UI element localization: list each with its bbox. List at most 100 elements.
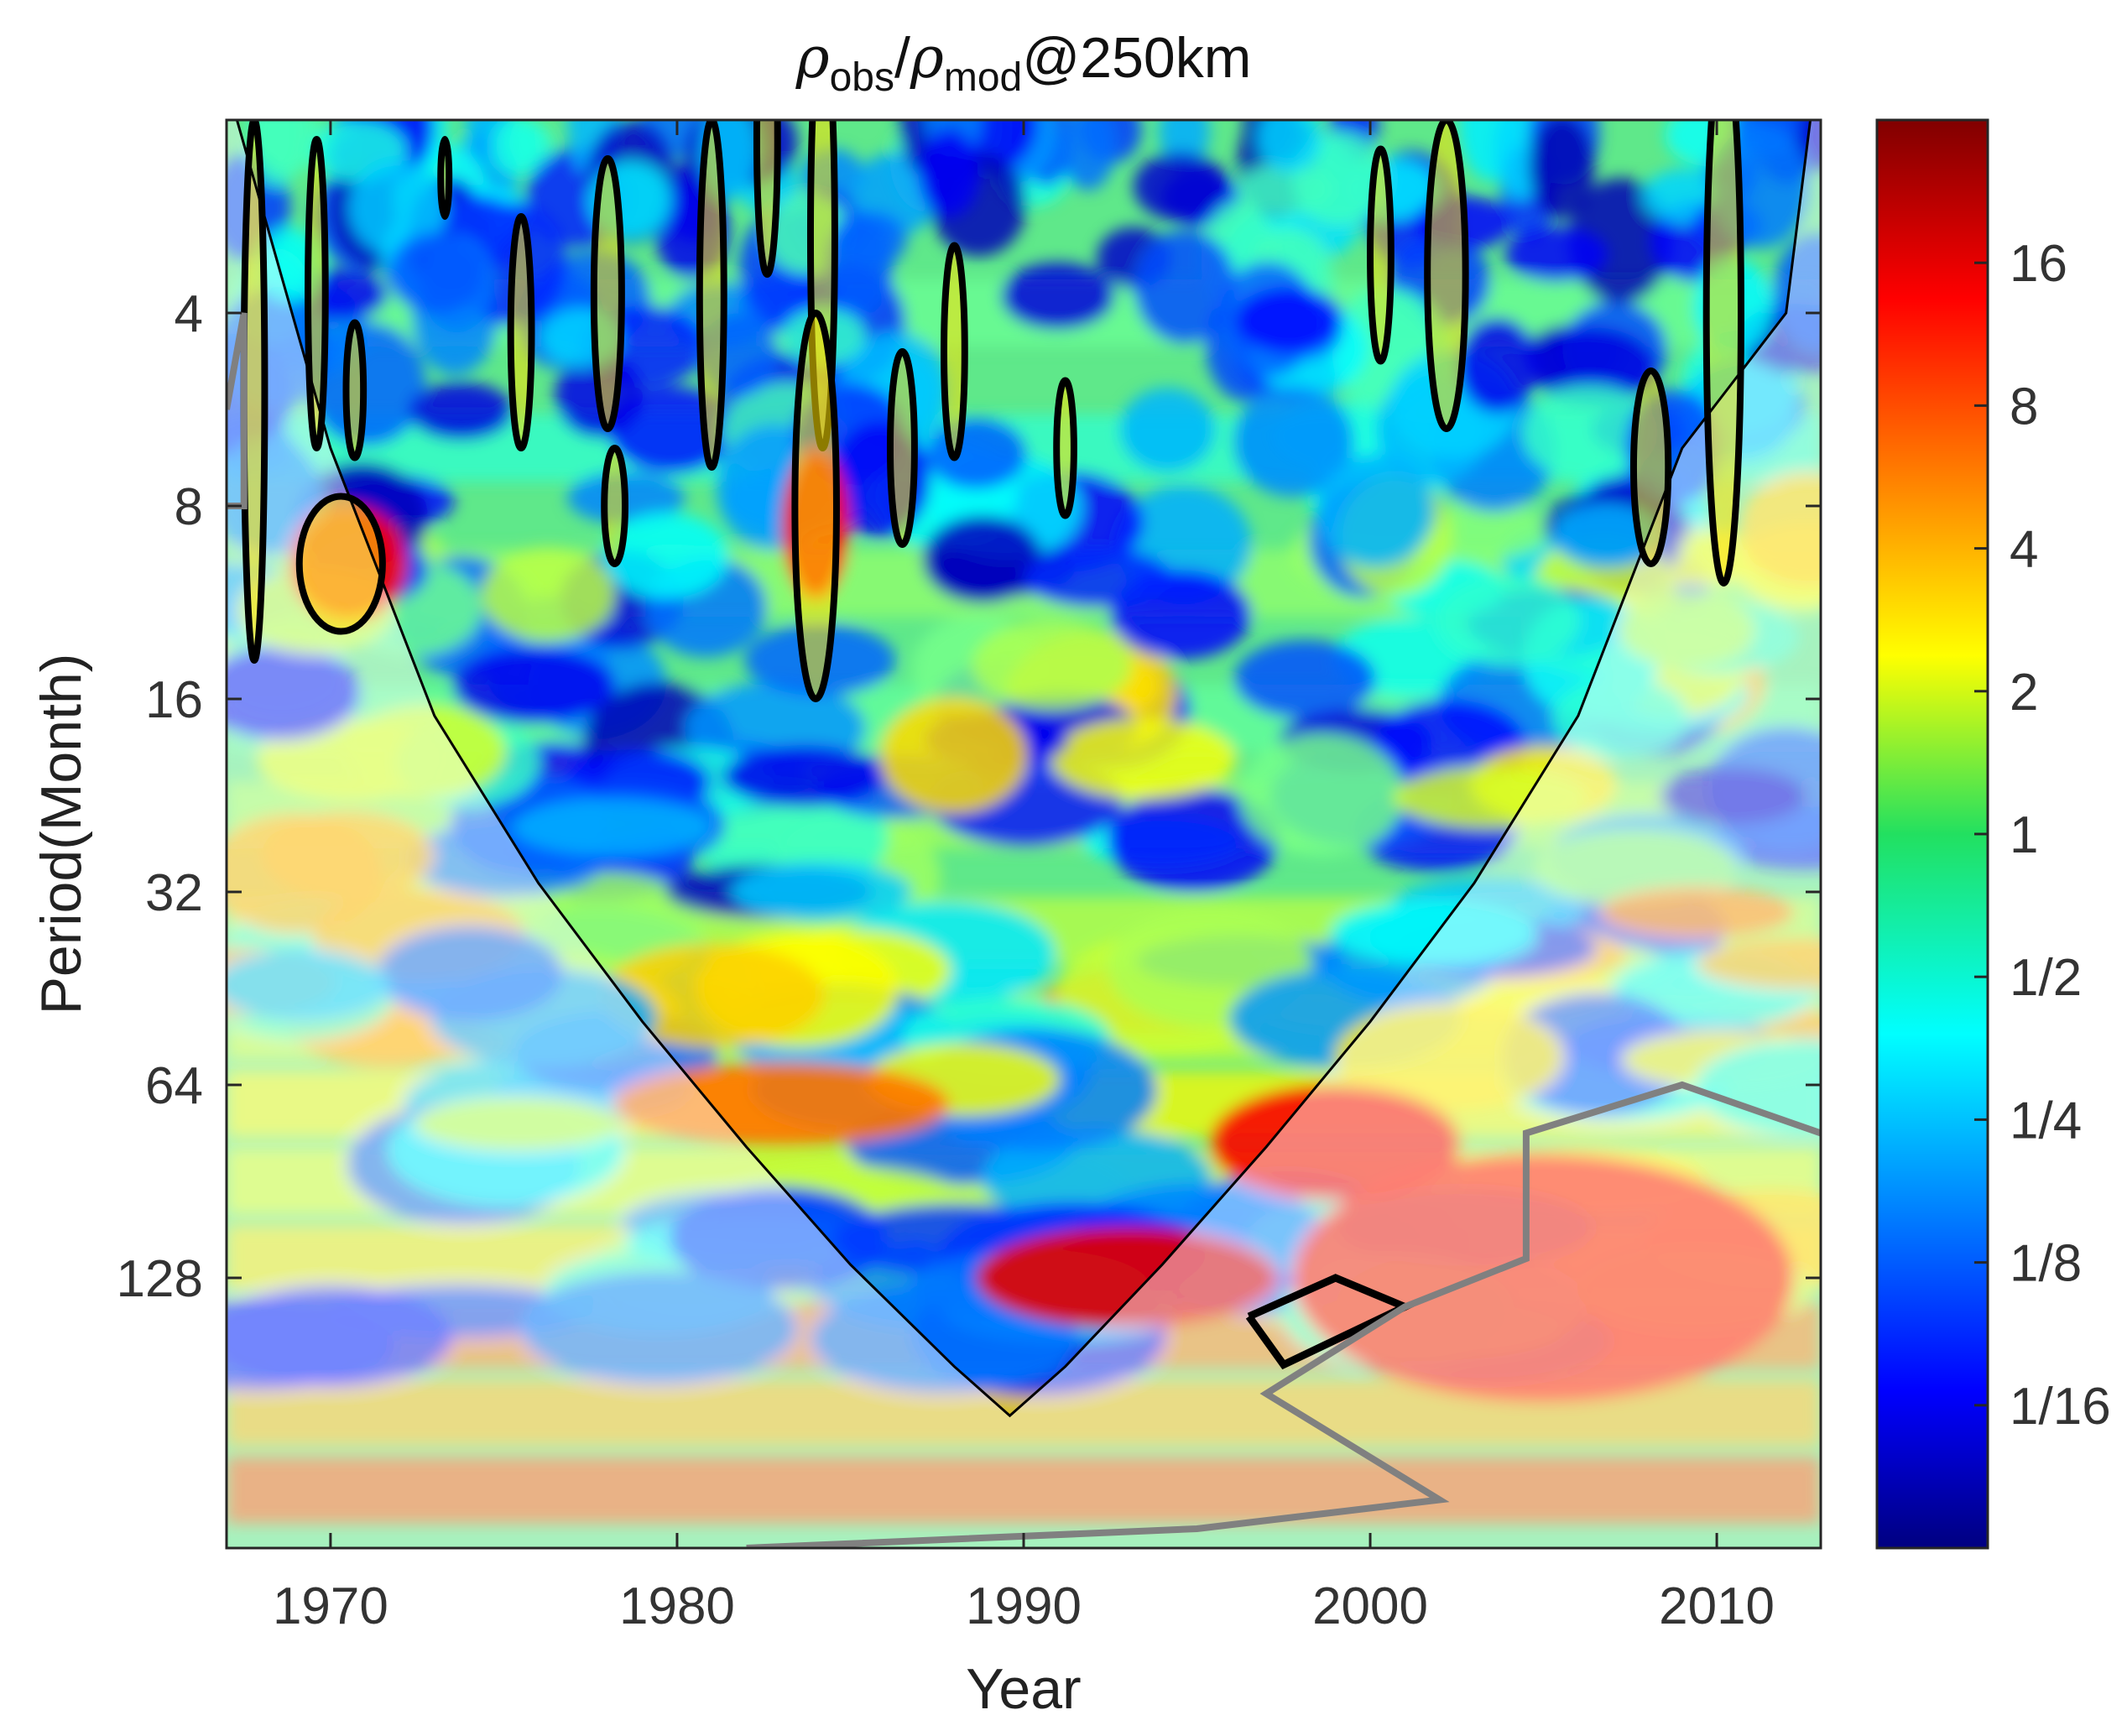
significance-contour — [305, 136, 329, 451]
heatmap-cell — [1696, 937, 1821, 991]
heatmap-cell — [1234, 286, 1344, 354]
heatmap-peak — [976, 1228, 1279, 1328]
x-tick-label: 1980 — [619, 1577, 735, 1635]
significance-contour — [1629, 368, 1672, 567]
title-sub-mod: mod — [944, 55, 1022, 100]
colorbar-ticks: 16 8 4 2 1 1/2 1/4 1/8 1/16 — [1974, 235, 2111, 1436]
heatmap-cell — [1457, 317, 1539, 414]
heatmap-cell — [1530, 327, 1655, 406]
significance-contour — [791, 310, 840, 702]
colorbar-tick-label: 1/4 — [2010, 1092, 2082, 1150]
significance-contour — [1367, 145, 1395, 365]
heatmap-cell — [1393, 766, 1587, 829]
heatmap-cell — [918, 128, 980, 217]
heatmap-cell — [1521, 384, 1658, 482]
heatmap-cell — [481, 546, 615, 643]
y-tick-label: 16 — [145, 671, 203, 729]
heatmap-cell — [377, 925, 564, 1022]
heatmap-cell — [1502, 991, 1692, 1117]
x-axis-label: Year — [966, 1657, 1081, 1721]
colorbar-tick-label: 2 — [2010, 664, 2038, 722]
heatmap-cell — [879, 697, 1028, 814]
plot-area — [227, 120, 1821, 1548]
heatmap-cell — [1133, 152, 1228, 222]
heatmap-cell — [227, 812, 382, 935]
heatmap-cell — [835, 211, 907, 268]
significance-contour — [886, 348, 918, 548]
heatmap-cell — [1023, 548, 1173, 608]
heatmap-cell — [1331, 899, 1535, 964]
y-axis-label: Period(Month) — [29, 654, 93, 1015]
title-slash: / — [894, 26, 910, 90]
coi-shade — [227, 120, 1821, 1548]
heatmap-cell — [1001, 262, 1115, 330]
heatmap-cell — [723, 745, 886, 807]
heatmap-cell — [1619, 592, 1755, 668]
significance-contour — [295, 493, 386, 635]
colorbar: 16 8 4 2 1 1/2 1/4 1/8 1/16 — [1875, 118, 2111, 1550]
heatmap-cell — [345, 705, 507, 799]
heatmap-cell — [227, 644, 362, 742]
significance-contour — [1702, 120, 1744, 586]
significance-contour — [437, 136, 453, 220]
heatmap-cell — [1773, 233, 1821, 352]
heatmap-cell — [1334, 1003, 1564, 1112]
heatmap-cell — [227, 1284, 454, 1389]
heatmap-cell — [922, 515, 1043, 603]
significance-contour — [342, 319, 368, 461]
significance-contour — [590, 155, 625, 432]
significance-contour — [1424, 120, 1469, 432]
heatmap-cell — [602, 512, 729, 599]
heatmap-cell — [513, 798, 713, 857]
chart-title: ρobs/ρmod@250km — [795, 25, 1252, 100]
colorbar-tick-label: 4 — [2010, 521, 2038, 579]
heatmap-cell — [600, 943, 825, 1048]
heatmap-peak — [1291, 1152, 1796, 1404]
colorbar-tick-label: 8 — [2010, 378, 2038, 435]
colorbar-tick-label: 1/8 — [2010, 1235, 2082, 1293]
heatmap-cell — [414, 1097, 622, 1151]
significance-contour — [696, 120, 727, 471]
heatmap-cell — [1659, 766, 1807, 826]
title-rho-mod: ρ — [910, 25, 944, 91]
x-tick-label: 1970 — [273, 1577, 388, 1635]
heatmap-cell — [1257, 120, 1322, 173]
y-tick-label: 128 — [117, 1250, 203, 1308]
heatmap-cell — [1134, 230, 1236, 344]
heatmap-cell — [1233, 386, 1354, 498]
heatmap-cell — [1435, 575, 1581, 666]
heatmap-peak — [613, 1062, 949, 1146]
heatmap-cell — [409, 382, 514, 441]
heatmap-band — [227, 1457, 1821, 1524]
heatmap-cell — [388, 232, 485, 314]
heatmap-cell — [1504, 227, 1608, 282]
heatmap-cell — [1238, 733, 1405, 857]
heatmap-cell — [251, 120, 322, 175]
significance-contour — [941, 242, 968, 461]
x-tick-label: 2000 — [1312, 1577, 1428, 1635]
significance-contour — [753, 120, 781, 278]
colorbar-tick-label: 1/16 — [2010, 1378, 2111, 1436]
heatmap-cell — [668, 1186, 888, 1292]
heatmap-cell — [1529, 120, 1594, 219]
title-tail: @250km — [1022, 26, 1251, 90]
heatmap-cell — [731, 862, 912, 921]
x-axis: 1970 1980 1990 2000 2010 — [273, 120, 1775, 1635]
colorbar-tick-label: 16 — [2010, 235, 2067, 293]
heatmap-cell — [348, 160, 447, 256]
significance-contour — [507, 213, 535, 451]
significance-contours — [227, 120, 1821, 1548]
heatmap-cell — [491, 120, 545, 176]
heatmap-cell — [1739, 471, 1821, 586]
heatmap-cell — [1050, 717, 1237, 800]
heatmap-cell — [1233, 639, 1376, 719]
significance-contour — [601, 445, 629, 567]
significance-contour — [1053, 377, 1077, 519]
heatmap-cell — [1107, 787, 1280, 893]
title-sub-obs: obs — [830, 55, 894, 100]
heatmap-peak — [1209, 1084, 1462, 1202]
y-tick-label: 64 — [145, 1057, 203, 1115]
heatmap-cell — [1119, 387, 1216, 472]
heatmap-cell — [1061, 120, 1115, 190]
heatmap-cell — [925, 418, 1027, 490]
